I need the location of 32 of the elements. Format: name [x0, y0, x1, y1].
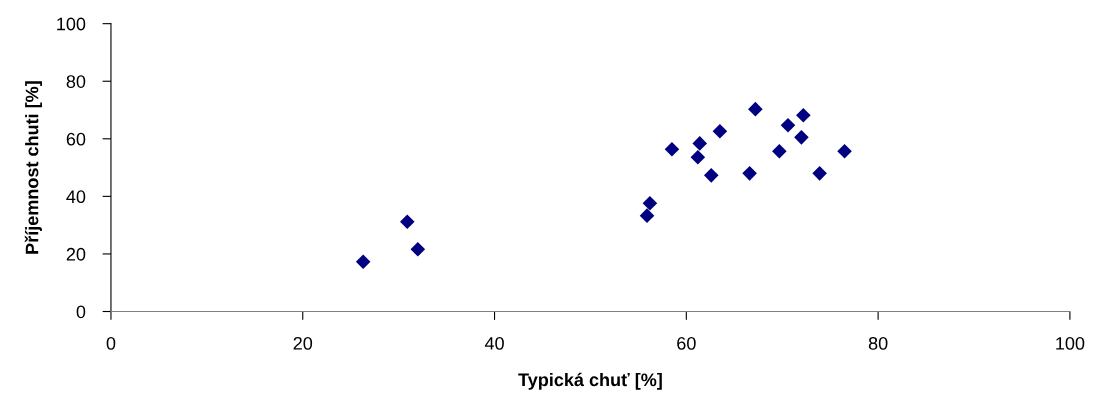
- point: [772, 143, 787, 159]
- point: [664, 141, 680, 157]
- y-tick-label: 40: [66, 190, 86, 204]
- y-tick-label: 20: [66, 247, 86, 261]
- point: [742, 166, 757, 181]
- point: [410, 242, 426, 257]
- y-tick-label: 60: [66, 132, 86, 146]
- point: [690, 149, 706, 165]
- x-tick-label: 60: [677, 336, 696, 350]
- x-tick-label: 100: [1056, 336, 1085, 350]
- x-axis-title: Typická chuť [%]: [518, 372, 662, 390]
- x-tick-label: 20: [293, 336, 313, 350]
- x-tick-label: 40: [484, 336, 504, 350]
- y-tick-label: 100: [57, 17, 86, 31]
- point: [399, 214, 415, 229]
- point: [355, 254, 371, 269]
- point: [748, 101, 763, 117]
- point: [837, 143, 852, 159]
- point: [794, 130, 809, 145]
- point: [703, 168, 719, 183]
- y-axis-title: Příjemnost chuti [%]: [24, 81, 42, 254]
- point: [639, 208, 655, 223]
- point: [780, 117, 796, 133]
- point: [642, 196, 658, 211]
- point: [812, 166, 827, 181]
- x-tick-label: 0: [106, 336, 116, 350]
- y-tick-label: 80: [66, 75, 86, 88]
- point: [692, 136, 708, 151]
- point: [712, 124, 728, 139]
- x-tick-label: 80: [868, 336, 888, 350]
- point: [796, 107, 811, 123]
- y-tick-label: 0: [76, 305, 86, 319]
